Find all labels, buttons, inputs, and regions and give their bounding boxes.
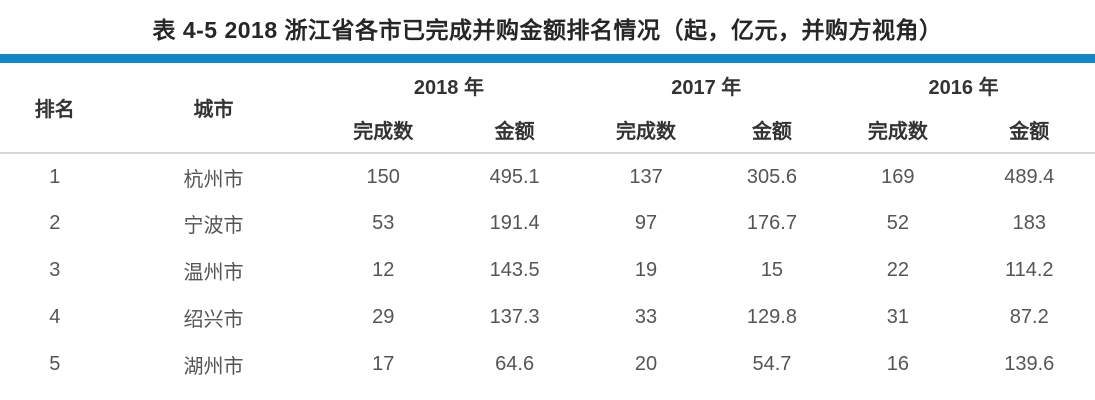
col-header-city: 城市: [193, 99, 234, 121]
value-cell: 169: [881, 165, 915, 188]
table-row: 5 湖州市 17 64.6 20 54.7 16 139.6: [0, 341, 1095, 388]
table-caption: 表 4-5 2018 浙江省各市已完成并购金额排名情况（起，亿元，并购方视角）: [152, 17, 943, 43]
value-cell: 305.6: [746, 165, 797, 188]
city-cell: 宁波市: [183, 215, 244, 237]
value-cell: 143.5: [489, 259, 540, 281]
value-cell: 129.8: [746, 306, 797, 328]
table-row: 4 绍兴市 29 137.3 33 129.8 31 87.2: [0, 294, 1095, 341]
value-cell: 16: [886, 353, 909, 375]
rank-cell: 5: [49, 353, 61, 375]
accent-bar: [0, 54, 1095, 63]
value-cell: 114.2: [1004, 259, 1054, 281]
table-body: 1 杭州市 150 495.1 137 305.6 169 489.4 2 宁波…: [0, 153, 1095, 388]
rank-cell: 2: [49, 212, 61, 234]
col-header-2018-count: 完成数: [353, 121, 414, 143]
value-cell: 139.6: [1004, 353, 1055, 375]
city-cell: 绍兴市: [183, 309, 244, 331]
value-cell: 97: [634, 212, 658, 234]
value-cell: 29: [372, 306, 395, 328]
value-cell: 54.7: [752, 353, 792, 375]
value-cell: 31: [886, 306, 909, 328]
col-header-2018-amount: 金额: [494, 121, 535, 143]
value-cell: 17: [372, 353, 395, 375]
value-cell: 53: [372, 212, 395, 234]
col-header-2016-count: 完成数: [867, 121, 928, 143]
col-header-2017-count: 完成数: [616, 121, 677, 143]
table-row: 3 温州市 12 143.5 19 15 22 114.2: [0, 247, 1095, 294]
value-cell: 137: [629, 165, 663, 188]
value-cell: 176.7: [746, 212, 797, 234]
rank-cell: 3: [49, 259, 61, 281]
value-cell: 191.4: [489, 212, 540, 234]
value-cell: 495.1: [489, 165, 540, 188]
value-cell: 150: [366, 165, 400, 188]
value-cell: 489.4: [1004, 165, 1055, 188]
city-cell: 杭州市: [183, 168, 244, 191]
value-cell: 33: [634, 306, 658, 328]
value-cell: 20: [634, 353, 658, 375]
col-header-year-2016: 2016 年: [928, 76, 999, 99]
value-cell: 137.3: [489, 306, 540, 328]
value-cell: 22: [886, 259, 909, 281]
value-cell: 87.2: [1009, 306, 1049, 328]
rank-cell: 1: [49, 165, 61, 188]
col-header-2017-amount: 金额: [751, 121, 792, 143]
city-cell: 温州市: [183, 262, 244, 284]
value-cell: 15: [760, 259, 784, 281]
value-cell: 19: [634, 259, 658, 281]
value-cell: 183: [1012, 212, 1046, 234]
table-header: 排名 城市 2018 年 2017 年 2016 年 完成数 金额 完成数 金额…: [0, 63, 1095, 153]
col-header-year-2017: 2017 年: [671, 76, 742, 99]
rank-cell: 4: [49, 306, 61, 328]
value-cell: 64.6: [495, 353, 535, 375]
value-cell: 52: [886, 212, 909, 234]
table-row: 1 杭州市 150 495.1 137 305.6 169 489.4: [0, 153, 1095, 200]
table-row: 2 宁波市 53 191.4 97 176.7 52 183: [0, 200, 1095, 247]
city-cell: 湖州市: [183, 356, 244, 378]
value-cell: 12: [372, 259, 395, 281]
col-header-2016-amount: 金额: [1009, 121, 1050, 143]
data-table: 排名 城市 2018 年 2017 年 2016 年 完成数 金额 完成数 金额…: [0, 63, 1095, 388]
col-header-rank: 排名: [34, 99, 75, 121]
col-header-year-2018: 2018 年: [413, 76, 484, 99]
